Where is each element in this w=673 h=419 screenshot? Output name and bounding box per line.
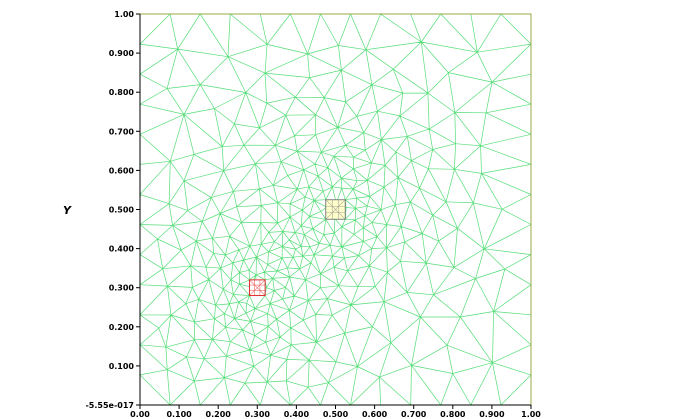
x-tick-label: 0.700 bbox=[401, 410, 427, 419]
x-tick-label: 0.200 bbox=[206, 410, 232, 419]
x-tick-label: 0.900 bbox=[479, 410, 505, 419]
region-layer bbox=[248, 199, 346, 297]
y-tick-label: 0.400 bbox=[109, 245, 135, 254]
y-tick-label: 1.00 bbox=[114, 10, 134, 19]
y-tick-label: 0.100 bbox=[109, 362, 135, 371]
tick-layer: 0.00 0.100 0.200 0.300 0.400 0.500 0.600 0.700 0… bbox=[85, 10, 541, 419]
x-tick-label: 0.600 bbox=[362, 410, 388, 419]
inclusion-a-submesh bbox=[325, 199, 346, 220]
y-axis-title: Y bbox=[63, 204, 72, 217]
y-tick-label: -5.55e-017 bbox=[85, 401, 134, 410]
y-tick-label: 0.600 bbox=[109, 166, 135, 175]
x-tick-label: 1.00 bbox=[521, 410, 541, 419]
y-tick-label: 0.500 bbox=[109, 206, 135, 215]
x-tick-label: 0.800 bbox=[440, 410, 466, 419]
y-tick-label: 0.700 bbox=[109, 127, 135, 136]
inclusion-b-submesh bbox=[249, 279, 266, 296]
inclusion-a bbox=[325, 199, 346, 220]
x-tick-label: 0.500 bbox=[323, 410, 349, 419]
y-tick-label: 0.900 bbox=[109, 49, 135, 58]
y-tick-label: 0.800 bbox=[109, 88, 135, 97]
x-tick-label: 0.00 bbox=[130, 410, 150, 419]
y-tick-label: 0.300 bbox=[109, 284, 135, 293]
x-tick-label: 0.300 bbox=[245, 410, 271, 419]
inclusion-b bbox=[248, 279, 266, 297]
x-tick-label: 0.400 bbox=[284, 410, 310, 419]
y-tick-label: 0.200 bbox=[109, 323, 135, 332]
x-tick-label: 0.100 bbox=[166, 410, 192, 419]
